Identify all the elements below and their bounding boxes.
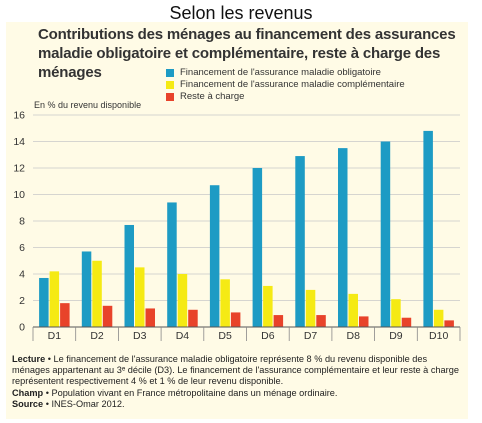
bar-d3-series-2 xyxy=(145,308,155,327)
y-tick-label: 2 xyxy=(19,295,25,307)
bar-d10-series-1 xyxy=(433,309,444,327)
y-tick-label: 6 xyxy=(19,242,25,254)
y-tick-label: 0 xyxy=(19,322,25,334)
bar-d8-series-1 xyxy=(348,293,358,327)
y-tick-label: 4 xyxy=(19,269,25,281)
bar-d5-series-0 xyxy=(209,185,220,327)
bar-d1-series-1 xyxy=(49,271,60,327)
bar-d6-series-1 xyxy=(263,285,273,327)
note-champ: Champ • Population vivant en France métr… xyxy=(12,388,467,399)
chart-legend: Financement de l'assurance maladie oblig… xyxy=(166,67,405,103)
note-text: • Le financement de l'assurance maladie … xyxy=(12,354,459,387)
bar-d2-series-1 xyxy=(92,260,102,327)
bar-d1-series-0 xyxy=(39,277,49,327)
note-lecture: Lecture • Le financement de l'assurance … xyxy=(12,354,467,388)
chart-notes: Lecture • Le financement de l'assurance … xyxy=(12,354,467,410)
legend-label: Financement de l'assurance maladie compl… xyxy=(180,79,405,90)
x-tick-label: D9 xyxy=(389,330,403,342)
bar-d7-series-2 xyxy=(316,315,326,327)
bar-d6-series-2 xyxy=(273,315,284,327)
bar-d9-series-2 xyxy=(401,317,412,327)
y-tick-label: 10 xyxy=(13,189,25,201)
y-tick-label: 12 xyxy=(13,163,25,175)
bar-d2-series-2 xyxy=(102,305,113,327)
bar-d3-series-1 xyxy=(135,267,145,327)
bar-d4-series-0 xyxy=(167,202,177,327)
note-text: • INES-Omar 2012. xyxy=(43,398,125,409)
note-text: • Population vivant en France métropolit… xyxy=(43,387,338,398)
legend-swatch xyxy=(166,81,174,89)
x-tick-label: D3 xyxy=(133,330,147,342)
bar-d4-series-1 xyxy=(177,274,188,327)
x-tick-label: D1 xyxy=(48,330,62,342)
bar-d7-series-1 xyxy=(305,289,316,327)
note-source: Source • INES-Omar 2012. xyxy=(12,399,467,410)
note-keyword: Champ xyxy=(12,387,44,398)
legend-swatch xyxy=(166,93,174,101)
legend-label: Reste à charge xyxy=(180,91,245,102)
note-keyword: Source xyxy=(12,398,44,409)
bar-d10-series-2 xyxy=(444,320,454,327)
bar-d9-series-0 xyxy=(380,141,391,327)
bar-d9-series-1 xyxy=(391,299,401,327)
y-tick-label: 14 xyxy=(13,136,25,148)
bar-d5-series-1 xyxy=(220,279,230,327)
chart-title: Contributions des ménages au financement… xyxy=(38,26,456,81)
bar-d1-series-2 xyxy=(60,303,70,327)
bar-d4-series-2 xyxy=(188,309,198,327)
y-tick-label: 8 xyxy=(19,216,25,228)
x-tick-label: D6 xyxy=(261,330,275,342)
x-tick-label: D10 xyxy=(429,330,448,342)
x-tick-label: D8 xyxy=(347,330,361,342)
x-tick-label: D4 xyxy=(176,330,190,342)
bar-d5-series-2 xyxy=(230,312,241,327)
bar-d8-series-2 xyxy=(359,316,369,327)
y-axis-label: En % du revenu disponible xyxy=(34,100,142,110)
legend-swatch xyxy=(166,69,174,77)
slide-title: Selon les revenus xyxy=(169,3,313,23)
note-keyword: Lecture xyxy=(12,354,46,364)
legend-item-obligatoire: Financement de l'assurance maladie oblig… xyxy=(166,67,405,79)
chart-panel xyxy=(6,22,468,419)
bar-d7-series-0 xyxy=(295,156,305,327)
x-tick-label: D5 xyxy=(218,330,232,342)
bar-d6-series-0 xyxy=(252,168,263,327)
legend-item-complementaire: Financement de l'assurance maladie compl… xyxy=(166,79,405,91)
y-tick-label: 16 xyxy=(13,110,25,122)
bar-d10-series-0 xyxy=(423,130,433,327)
bar-d2-series-0 xyxy=(81,251,92,327)
legend-label: Financement de l'assurance maladie oblig… xyxy=(180,67,381,78)
x-tick-label: D2 xyxy=(90,330,104,342)
legend-item-reste-a-charge: Reste à charge xyxy=(166,91,405,103)
bar-d8-series-0 xyxy=(338,148,348,327)
bar-d3-series-0 xyxy=(124,224,134,327)
x-tick-label: D7 xyxy=(304,330,318,342)
